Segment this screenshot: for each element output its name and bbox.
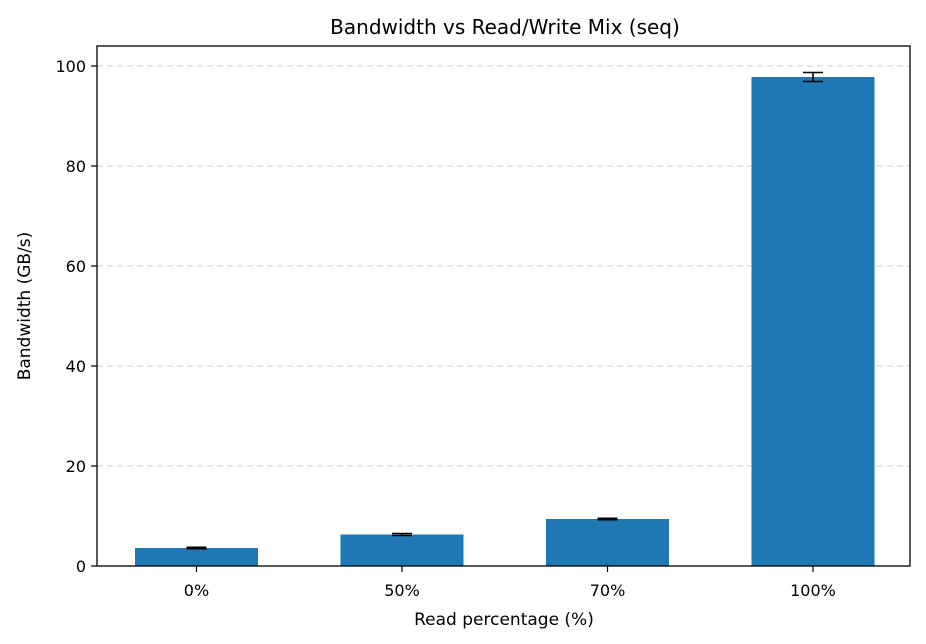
- y-axis-ticks: 0 20 40 60 80 100: [55, 57, 97, 576]
- gridlines: [97, 65, 910, 467]
- x-tick-label-0: 0%: [184, 581, 209, 600]
- y-tick-label-100: 100: [55, 57, 86, 76]
- plot-frame: [96, 45, 911, 567]
- chart-title: Bandwidth vs Read/Write Mix (seq): [330, 15, 680, 39]
- bar-2: [546, 519, 669, 566]
- x-axis-label: Read percentage (%): [414, 610, 594, 630]
- bar-0: [135, 548, 258, 566]
- x-tick-label-2: 70%: [590, 581, 626, 600]
- bar-1: [340, 534, 464, 566]
- error-bar-3: [803, 71, 823, 83]
- x-axis-ticks: 0% 50% 70% 100%: [184, 566, 836, 600]
- y-axis-label: Bandwidth (GB/s): [15, 232, 35, 381]
- error-bar-1: [392, 532, 412, 537]
- error-bar-2: [597, 517, 618, 521]
- y-tick-label-60: 60: [66, 257, 86, 276]
- y-tick-label-0: 0: [76, 557, 86, 576]
- error-bars: [186, 71, 823, 550]
- y-tick-label-40: 40: [66, 357, 86, 376]
- error-bar-0: [186, 546, 207, 550]
- y-tick-label-80: 80: [66, 157, 86, 176]
- x-tick-label-1: 50%: [384, 581, 420, 600]
- bars: [135, 77, 875, 566]
- x-tick-label-3: 100%: [790, 581, 836, 600]
- y-tick-label-20: 20: [66, 457, 86, 476]
- bar-3: [751, 77, 875, 566]
